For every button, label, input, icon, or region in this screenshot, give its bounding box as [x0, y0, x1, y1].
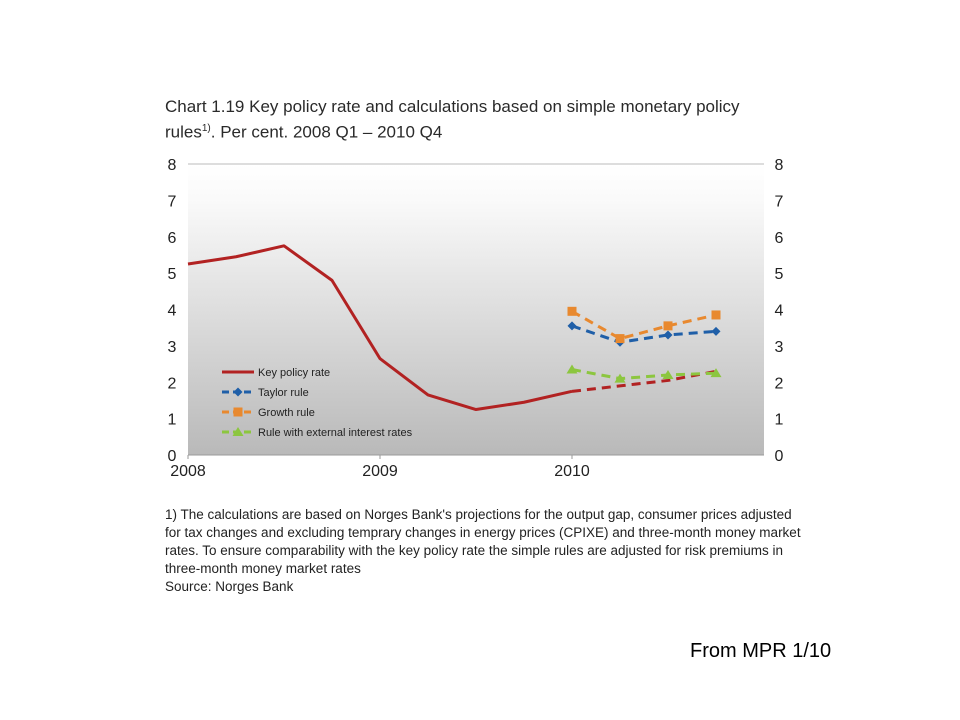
series-line-0 — [187, 244, 573, 412]
source-note: Source: Norges Bank — [165, 579, 294, 594]
data-point-3 — [711, 310, 721, 320]
footnote: 1) The calculations are based on Norges … — [165, 507, 801, 576]
y-tick-label-right: 6 — [775, 230, 784, 247]
title-footnote-ref: 1) — [201, 123, 211, 134]
y-tick-label-right: 4 — [775, 303, 784, 320]
y-tick-label-left: 6 — [168, 230, 177, 247]
legend-marker — [233, 407, 243, 417]
chart-title: Chart 1.19 Key policy rate and calculati… — [165, 96, 785, 144]
data-point-3 — [663, 321, 673, 331]
data-point-2 — [711, 326, 721, 336]
legend-label: Taylor rule — [258, 387, 309, 399]
x-tick-label: 2009 — [362, 463, 398, 480]
legend-marker — [232, 427, 244, 436]
data-point-2 — [567, 321, 577, 331]
data-point-4 — [566, 364, 578, 374]
x-tick-label: 2010 — [554, 463, 590, 480]
data-point-3 — [567, 306, 577, 316]
x-tick-label: 2008 — [170, 463, 206, 480]
series-line-4 — [571, 368, 717, 381]
legend-label: Key policy rate — [258, 367, 330, 379]
data-point-3 — [615, 334, 625, 344]
y-tick-label-left: 7 — [168, 193, 177, 210]
y-tick-label-left: 8 — [168, 157, 177, 174]
y-tick-label-right: 2 — [775, 375, 784, 392]
y-tick-label-right: 3 — [775, 339, 784, 356]
data-point-4 — [710, 368, 722, 378]
title-main: Chart 1.19 Key policy rate and calculati… — [165, 97, 740, 142]
credit-note: From MPR 1/10 — [690, 640, 832, 662]
y-tick-label-left: 5 — [168, 266, 177, 283]
y-tick-label-left: 3 — [168, 339, 177, 356]
series-line-3 — [571, 310, 717, 341]
legend-marker — [233, 387, 243, 397]
data-point-2 — [663, 330, 673, 340]
data-point-4 — [614, 373, 626, 383]
series-line-2 — [571, 324, 717, 344]
y-tick-label-right: 0 — [775, 448, 784, 465]
y-tick-label-left: 2 — [168, 375, 177, 392]
y-tick-label-right: 1 — [775, 412, 784, 429]
data-point-4 — [662, 369, 674, 379]
y-tick-label-left: 4 — [168, 303, 177, 320]
title-tail: . Per cent. 2008 Q1 – 2010 Q4 — [210, 122, 443, 142]
y-tick-label-right: 7 — [775, 193, 784, 210]
legend-label: Rule with external interest rates — [258, 427, 413, 439]
y-tick-label-right: 5 — [775, 266, 784, 283]
y-tick-label-left: 1 — [168, 412, 177, 429]
y-tick-label-right: 8 — [775, 157, 784, 174]
y-tick-label-left: 0 — [168, 448, 177, 465]
series-line-1 — [571, 369, 717, 393]
legend-label: Growth rule — [258, 407, 315, 419]
plot-background — [188, 164, 764, 455]
